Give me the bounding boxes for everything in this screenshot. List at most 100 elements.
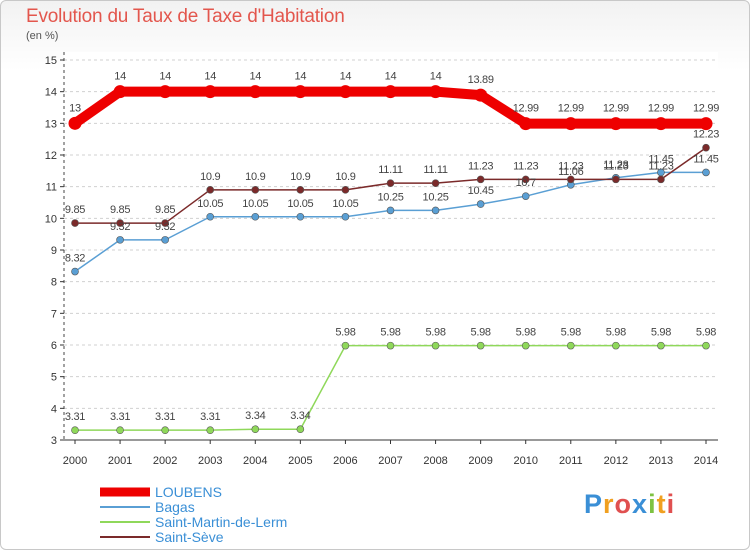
x-tick-label: 2007 bbox=[378, 455, 402, 467]
data-label: 10.9 bbox=[290, 171, 310, 183]
data-point bbox=[341, 341, 350, 350]
logo-letter: i bbox=[666, 489, 676, 519]
data-label: 9.85 bbox=[110, 204, 130, 216]
data-point bbox=[116, 426, 124, 434]
data-point bbox=[431, 341, 440, 350]
data-point bbox=[161, 219, 169, 227]
y-tick-label: 6 bbox=[51, 340, 57, 352]
data-label: 5.98 bbox=[606, 327, 626, 339]
data-point bbox=[474, 88, 488, 102]
data-point bbox=[161, 426, 169, 434]
data-point bbox=[612, 341, 620, 350]
data-label: 14 bbox=[385, 71, 397, 83]
x-tick-label: 2008 bbox=[423, 455, 447, 467]
data-label: 12.99 bbox=[513, 103, 539, 115]
data-point bbox=[251, 186, 260, 194]
y-tick-label: 11 bbox=[46, 182, 57, 194]
data-label: 11.11 bbox=[423, 164, 448, 176]
logo-letter: o bbox=[614, 489, 633, 519]
x-tick-label: 2013 bbox=[649, 455, 673, 467]
data-point bbox=[521, 341, 530, 350]
data-point bbox=[564, 117, 578, 131]
data-label: 5.98 bbox=[471, 327, 491, 339]
data-label: 12.99 bbox=[693, 103, 719, 115]
data-label: 5.98 bbox=[561, 327, 581, 339]
y-tick-label: 4 bbox=[51, 403, 57, 415]
data-label: 11.45 bbox=[648, 153, 673, 165]
data-point bbox=[521, 175, 530, 184]
y-tick-label: 5 bbox=[51, 372, 57, 384]
x-tick-label: 2002 bbox=[153, 455, 177, 467]
y-tick-label: 10 bbox=[45, 213, 57, 225]
data-point bbox=[341, 212, 350, 221]
data-label: 5.98 bbox=[380, 327, 400, 339]
x-tick-label: 2000 bbox=[63, 455, 87, 467]
data-point bbox=[116, 219, 124, 227]
data-label: 5.98 bbox=[516, 327, 536, 339]
data-point bbox=[158, 85, 172, 99]
y-tick-label: 12 bbox=[45, 150, 57, 162]
data-label: 5.98 bbox=[651, 327, 671, 339]
data-label: 3.34 bbox=[245, 410, 265, 422]
data-label: 11.23 bbox=[603, 160, 628, 172]
data-label: 12.23 bbox=[693, 129, 719, 141]
data-point bbox=[654, 117, 668, 131]
data-point bbox=[386, 341, 395, 350]
data-label: 3.34 bbox=[290, 410, 310, 422]
data-label: 10.25 bbox=[423, 191, 449, 203]
data-point bbox=[338, 85, 352, 99]
data-label: 8.32 bbox=[65, 253, 85, 265]
data-point bbox=[519, 117, 533, 131]
data-label: 9.85 bbox=[155, 204, 175, 216]
data-label: 12.99 bbox=[648, 103, 674, 115]
data-label: 10.05 bbox=[287, 198, 313, 210]
data-label: 14 bbox=[430, 71, 442, 83]
data-label: 9.85 bbox=[65, 204, 85, 216]
data-label: 11.06 bbox=[558, 166, 583, 178]
data-point bbox=[296, 186, 305, 194]
data-label: 10.7 bbox=[516, 177, 536, 189]
data-label: 12.99 bbox=[603, 103, 629, 115]
data-point bbox=[386, 206, 395, 215]
data-point bbox=[476, 200, 485, 208]
data-point bbox=[206, 212, 215, 221]
data-point bbox=[476, 341, 485, 350]
legend-label: LOUBENS bbox=[155, 484, 222, 500]
chart-subtitle: (en %) bbox=[26, 30, 59, 42]
data-label: 9.32 bbox=[155, 221, 175, 233]
data-point bbox=[71, 426, 79, 434]
data-label: 5.98 bbox=[335, 327, 355, 339]
data-point bbox=[702, 168, 710, 177]
data-point bbox=[476, 175, 485, 184]
x-tick-label: 2001 bbox=[108, 455, 132, 467]
data-label: 10.05 bbox=[332, 198, 358, 210]
x-tick-label: 2009 bbox=[468, 455, 492, 467]
data-point bbox=[68, 116, 82, 130]
legend-label: Saint-Martin-de-Lerm bbox=[155, 514, 287, 530]
data-label: 11.11 bbox=[378, 164, 403, 176]
data-label: 3.31 bbox=[200, 411, 220, 423]
data-point bbox=[429, 85, 443, 99]
data-point bbox=[206, 426, 215, 434]
plot-area bbox=[64, 52, 718, 440]
data-label: 3.31 bbox=[155, 411, 175, 423]
logo-letter: t bbox=[656, 489, 667, 519]
data-point bbox=[431, 179, 440, 187]
data-point bbox=[113, 85, 127, 99]
data-label: 12.99 bbox=[558, 103, 584, 115]
data-label: 3.31 bbox=[65, 411, 85, 423]
data-point bbox=[431, 206, 440, 215]
data-point bbox=[251, 212, 260, 221]
legend-label: Saint-Sève bbox=[155, 529, 224, 545]
data-label: 14 bbox=[249, 71, 261, 83]
x-tick-label: 2010 bbox=[513, 455, 537, 467]
data-label: 5.98 bbox=[696, 327, 716, 339]
data-point bbox=[566, 341, 575, 350]
data-point bbox=[702, 143, 710, 152]
data-point bbox=[203, 85, 217, 99]
data-label: 11.23 bbox=[558, 160, 583, 172]
x-tick-label: 2003 bbox=[198, 455, 222, 467]
data-label: 13 bbox=[69, 102, 81, 114]
data-point bbox=[206, 186, 215, 194]
data-label: 14 bbox=[114, 71, 126, 83]
